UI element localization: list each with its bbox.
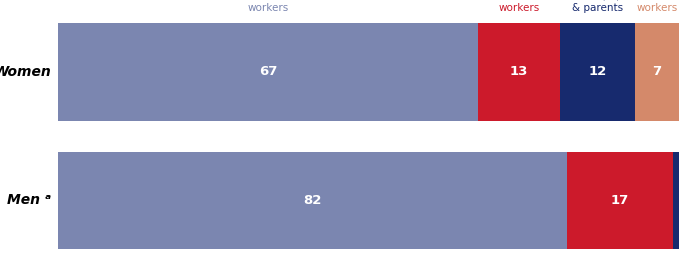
Bar: [478, 23, 559, 121]
Text: Widow(er)s
& parents: Widow(er)s & parents: [568, 0, 627, 13]
Text: 82: 82: [304, 194, 322, 207]
Text: 7: 7: [653, 66, 661, 78]
Text: Women: Women: [0, 65, 51, 79]
Bar: [567, 152, 673, 249]
Text: 67: 67: [259, 66, 277, 78]
Text: Men ᵃ: Men ᵃ: [7, 194, 51, 207]
Text: Spouses
of retired
& disabled
workers: Spouses of retired & disabled workers: [629, 0, 679, 13]
Text: 17: 17: [611, 194, 629, 207]
Bar: [58, 152, 567, 249]
Bar: [673, 152, 679, 249]
Bar: [635, 23, 679, 121]
Bar: [559, 23, 635, 121]
Text: 12: 12: [588, 66, 606, 78]
Bar: [58, 23, 478, 121]
Text: Disabled
workers: Disabled workers: [496, 0, 542, 13]
Text: 13: 13: [510, 66, 528, 78]
Text: Retired
workers: Retired workers: [247, 0, 289, 13]
